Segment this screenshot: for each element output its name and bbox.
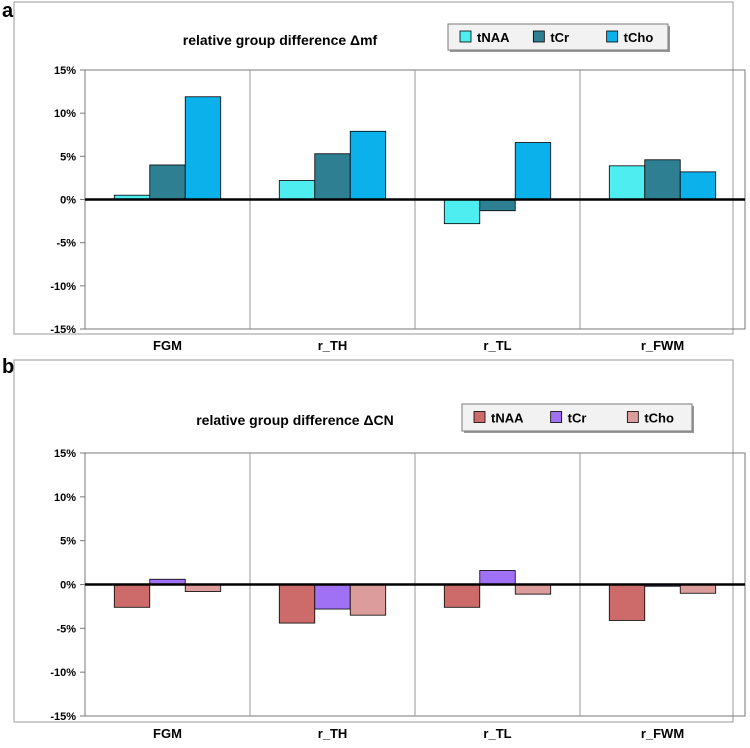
chart-panel-1: 15% 10% 5% 0% -5% -10% -15% FGM r_TH r_TL r_FWM rel… [13, 359, 746, 741]
x-category-label: r_FWM [641, 338, 684, 353]
y-tick-label: 15% [54, 65, 76, 77]
bar-tCr-r_TL [479, 199, 516, 212]
legend-box [461, 403, 693, 432]
y-tick-label: 10% [54, 108, 76, 120]
y-tick-label: -5% [56, 623, 76, 635]
y-tick-label: 10% [54, 492, 76, 504]
bar-tNAA-r_TL [443, 584, 481, 608]
bar-tCho-r_TH [349, 584, 387, 616]
bar-tNAA-r_TH [278, 180, 316, 200]
x-category-label: r_TH [318, 726, 348, 741]
legend-swatch-tNAA [459, 30, 472, 43]
y-tick-label: 5% [60, 536, 76, 548]
y-tick-label: 15% [54, 448, 76, 460]
legend-swatch-tCr [550, 411, 563, 423]
x-category-label: FGM [153, 726, 182, 741]
y-tick-label: -10% [50, 667, 76, 679]
panel-letter-a: a [2, 0, 14, 22]
bar-tCho-r_TL [514, 584, 552, 595]
bar-tCho-r_TL [514, 142, 552, 200]
bar-tNAA-r_FWM [608, 584, 646, 621]
legend-swatch-tCho [606, 30, 619, 43]
x-category-label: FGM [153, 338, 182, 353]
legend-label-tCr: tCr [568, 411, 587, 426]
bar-tCr-r_FWM [644, 159, 681, 200]
bar-tNAA-r_TH [278, 584, 316, 624]
legend-swatch-tCho [626, 411, 639, 423]
bar-tCho-r_FWM [679, 584, 717, 594]
legend-label-tNAA: tNAA [477, 30, 510, 45]
bar-tNAA-FGM [113, 584, 151, 608]
y-tick-label: 0% [60, 195, 76, 207]
chart-title: relative group difference ΔCN [196, 412, 394, 428]
legend-label-tCho: tCho [624, 30, 654, 45]
bar-tCr-r_TH [314, 153, 351, 200]
y-tick-label: 5% [60, 151, 76, 163]
bar-tCr-r_TL [479, 570, 516, 585]
y-tick-label: -15% [50, 711, 76, 723]
chart-title: relative group difference Δmf [183, 32, 378, 48]
bar-tNAA-r_TL [443, 199, 481, 225]
bar-tNAA-r_FWM [608, 165, 646, 200]
bar-tCr-r_TH [314, 584, 351, 610]
legend-box [447, 23, 669, 51]
bar-tCho-FGM [184, 96, 222, 200]
y-tick-label: -15% [50, 324, 76, 336]
x-category-label: r_TH [318, 338, 348, 353]
legend-label-tNAA: tNAA [491, 411, 524, 426]
legend-swatch-tNAA [473, 411, 486, 423]
panel-letter-b: b [2, 356, 15, 378]
legend-label-tCho: tCho [644, 411, 674, 426]
y-tick-label: -10% [50, 281, 76, 293]
legend-label-tCr: tCr [550, 30, 569, 45]
bar-tCr-FGM [149, 164, 186, 200]
x-category-label: r_TL [483, 726, 511, 741]
y-tick-label: -5% [56, 238, 76, 250]
x-category-label: r_FWM [641, 726, 684, 741]
legend-swatch-tCr [532, 30, 545, 43]
bar-tCho-r_FWM [679, 171, 717, 200]
chart-panel-0: 15% 10% 5% 0% -5% -10% -15% FGM r_TH r_TL r_FWM rel… [13, 1, 746, 353]
y-tick-label: 0% [60, 580, 76, 592]
bar-tCho-r_TH [349, 130, 387, 200]
x-category-label: r_TL [483, 338, 511, 353]
